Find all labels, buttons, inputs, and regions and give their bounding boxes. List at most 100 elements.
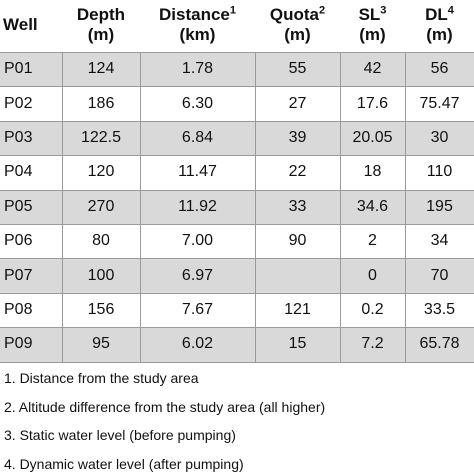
- header-label-line: DL4: [425, 5, 454, 25]
- row-shade: [0, 52, 474, 87]
- row-border: [0, 224, 474, 225]
- row-shade: [0, 120, 474, 156]
- header-sup: 2: [318, 4, 326, 17]
- cell-value: 33.5: [423, 300, 456, 318]
- cell-value: 34: [430, 232, 449, 250]
- cell-value: 0.2: [361, 300, 384, 318]
- header-unit: (m): [359, 25, 386, 44]
- column-border: [62, 52, 63, 362]
- row-shade: [0, 327, 474, 362]
- footnote: 3. Static water level (before pumping): [4, 427, 236, 443]
- cell-value: 6.30: [181, 94, 214, 112]
- cell-value: 6.02: [181, 335, 214, 353]
- cell-value: 195: [426, 197, 453, 215]
- cell-value: 34.6: [356, 197, 389, 215]
- header-label-line: Well: [3, 15, 38, 35]
- cell-value: 120: [87, 163, 115, 181]
- header-cell: Depth (m): [62, 0, 140, 50]
- header-label: Distance: [159, 5, 230, 24]
- cell-value: 110: [426, 163, 453, 181]
- cell-value: 17.6: [356, 94, 389, 112]
- well-id: P03: [4, 128, 33, 146]
- column-border: [255, 52, 256, 362]
- header-unit: (km): [179, 25, 216, 44]
- well-id: P01: [4, 60, 33, 78]
- cell-value: 22: [288, 163, 307, 181]
- well-id: P06: [4, 232, 33, 250]
- header-sup: 3: [380, 4, 387, 17]
- footnote: 4. Dynamic water level (after pumping): [4, 455, 244, 472]
- row-border: [0, 258, 474, 260]
- cell-value: 11.92: [178, 197, 217, 215]
- row-border: [0, 189, 474, 191]
- row-shade: [0, 189, 474, 224]
- cell-value: 33: [288, 197, 307, 215]
- row-border: [0, 155, 474, 157]
- cell-value: 55: [288, 60, 307, 78]
- cell-value: 56: [430, 60, 449, 78]
- cell-value: 186: [87, 94, 115, 112]
- cell-value: 100: [87, 266, 115, 284]
- row-border: [0, 292, 474, 294]
- header-label-line: Distance1: [159, 5, 236, 25]
- header-unit: (m): [87, 25, 115, 44]
- well-id: P05: [4, 197, 33, 215]
- cell-value: 75.47: [419, 94, 460, 112]
- header-cell: DL4 (m): [405, 0, 474, 50]
- cell-value: 122.5: [80, 128, 122, 146]
- cell-value: 20.05: [352, 128, 393, 146]
- header-cell: Well: [0, 0, 65, 50]
- column-border: [405, 52, 406, 362]
- row-border: [0, 361, 474, 363]
- column-border: [140, 52, 141, 362]
- cell-value: 7.00: [181, 232, 214, 250]
- cell-value: 11.47: [178, 163, 217, 181]
- footnote: 2. Altitude difference from the study ar…: [4, 398, 326, 415]
- cell-value: 6.97: [181, 266, 214, 284]
- cell-value: 65.78: [419, 335, 460, 353]
- header-label-line: Quota2: [270, 5, 325, 25]
- header-label: DL: [425, 5, 448, 24]
- well-id: P09: [4, 335, 33, 353]
- cell-value: 39: [288, 128, 307, 146]
- cell-value: 124: [87, 60, 115, 78]
- cell-value: 42: [363, 60, 382, 78]
- cell-value: 15: [288, 335, 307, 353]
- cell-value: 90: [288, 232, 307, 250]
- cell-value: 1.78: [181, 60, 214, 78]
- header-unit: (m): [426, 25, 453, 44]
- cell-value: 0: [368, 266, 377, 284]
- cell-value: 270: [87, 197, 115, 215]
- header-label: Depth: [76, 5, 126, 24]
- well-id: P07: [4, 266, 33, 284]
- cell-value: 7.67: [181, 300, 214, 318]
- row-border: [0, 327, 474, 329]
- row-shade: [0, 258, 474, 293]
- well-id: P02: [4, 94, 33, 112]
- cell-value: 70: [430, 266, 449, 284]
- cell-value: 80: [92, 232, 110, 250]
- header-label-line: SL3: [359, 5, 387, 25]
- footnote: 1. Distance from the study area: [4, 370, 199, 386]
- header-label: SL: [358, 5, 381, 24]
- cell-value: 30: [430, 128, 449, 146]
- header-label: Quota: [269, 5, 319, 24]
- cell-value: 18: [363, 163, 382, 181]
- header-cell: SL3 (m): [340, 0, 405, 50]
- header-sup: 4: [447, 4, 454, 17]
- cell-value: 121: [284, 300, 311, 318]
- well-id: P08: [4, 300, 33, 318]
- header-cell: Quota2 (m): [255, 0, 340, 50]
- header-label: Well: [3, 15, 38, 34]
- cell-value: 2: [368, 232, 377, 250]
- header-label-line: Depth: [77, 5, 125, 25]
- row-border: [0, 120, 474, 122]
- column-border: [340, 52, 341, 362]
- row-border: [0, 86, 474, 88]
- well-id: P04: [4, 163, 33, 181]
- cell-value: 6.84: [181, 128, 214, 146]
- header-sup: 1: [229, 4, 236, 17]
- header-cell: Distance1 (km): [140, 0, 255, 50]
- cell-value: 156: [87, 300, 115, 318]
